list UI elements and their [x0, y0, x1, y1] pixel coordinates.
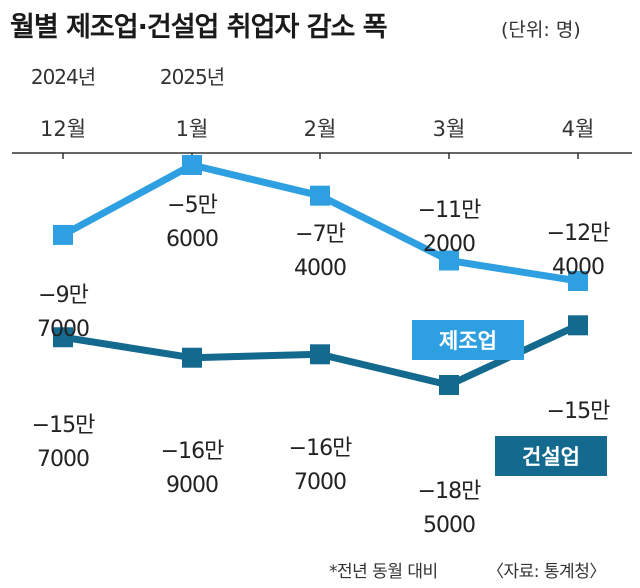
data-point-manufacturing-4	[439, 250, 459, 271]
source-label: 〈자료: 통계청〉	[487, 562, 606, 582]
data-label-manufacturing-5-b: 4000	[552, 255, 604, 280]
legend-text-construction: 건설업	[522, 445, 580, 469]
data-label-construction-3-b: 7000	[294, 470, 346, 495]
year-label-2024: 2024년	[31, 65, 95, 89]
legend-text-manufacturing: 제조업	[439, 329, 497, 353]
data-label-manufacturing-5: −12만	[547, 221, 610, 246]
data-label-construction-4: −18만	[418, 479, 481, 504]
data-point-manufacturing-2	[182, 155, 202, 175]
data-point-manufacturing-5	[568, 270, 588, 291]
legend-box-manufacturing	[412, 320, 524, 360]
data-label-manufacturing-1: −9만	[38, 283, 88, 308]
data-label-construction-5: −15만	[547, 399, 610, 424]
data-point-construction-4	[439, 375, 459, 395]
month-label-2: 1월	[176, 117, 209, 141]
footnote: *전년 동월 대비	[329, 562, 438, 582]
data-label-construction-1: −15만	[32, 413, 95, 438]
data-point-manufacturing-1	[53, 224, 73, 245]
legend-construction: 건설업	[495, 436, 607, 476]
data-label-manufacturing-4: −11만	[418, 198, 481, 223]
data-label-manufacturing-2: −5만	[167, 193, 217, 218]
data-label-manufacturing-4-b: 2000	[423, 232, 475, 257]
data-label-manufacturing-2-b: 6000	[166, 227, 218, 252]
year-label-2025: 2025년	[160, 65, 224, 89]
month-label-1: 12월	[40, 117, 86, 141]
data-label-manufacturing-1-b: 7000	[37, 317, 89, 342]
data-point-construction-3	[310, 344, 330, 365]
chart-title: 월별 제조업·건설업 취업자 감소 폭	[10, 12, 387, 43]
data-label-construction-1-b: 7000	[37, 447, 89, 472]
data-label-construction-2-b: 9000	[166, 473, 218, 498]
data-point-construction-1	[53, 327, 73, 348]
month-label-3: 2월	[304, 117, 337, 141]
data-label-manufacturing-3-b: 4000	[294, 256, 346, 281]
legend-box-construction	[495, 436, 607, 476]
data-label-construction-4-b: 5000	[423, 513, 475, 538]
data-point-manufacturing-3	[310, 185, 330, 206]
legend-manufacturing: 제조업	[412, 320, 524, 360]
data-point-construction-2	[182, 347, 202, 368]
data-label-construction-3: −16만	[289, 436, 352, 461]
data-label-manufacturing-3: −7만	[295, 222, 345, 247]
unit-label: (단위: 명)	[501, 19, 581, 41]
data-point-construction-5	[568, 315, 588, 336]
month-label-4: 3월	[433, 117, 466, 141]
month-label-5: 4월	[562, 117, 595, 141]
data-label-construction-2: −16만	[161, 439, 224, 464]
